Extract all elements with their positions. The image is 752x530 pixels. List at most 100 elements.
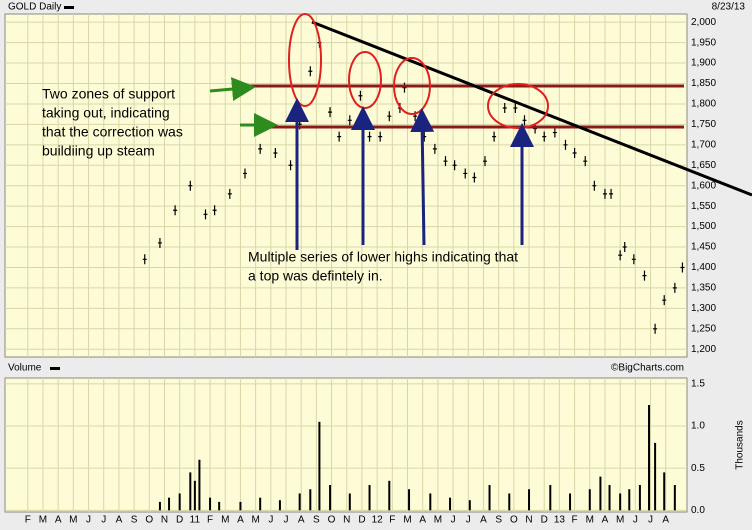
x-tick-label: D [176, 515, 183, 526]
price-bar [513, 103, 518, 114]
volume-title: Volume [8, 363, 42, 374]
x-tick-label: J [466, 515, 471, 526]
price-bar [672, 282, 677, 293]
x-tick-label: M [434, 515, 442, 526]
x-tick-label: F [389, 515, 395, 526]
y-tick-label: 1.5 [691, 379, 705, 390]
y-tick-label: 1,850 [691, 78, 716, 89]
x-tick-label: F [25, 515, 31, 526]
annotation-text: buildiing up steam [42, 143, 155, 159]
y-axis-label: Thousands [735, 420, 746, 469]
price-bar [542, 131, 547, 142]
price-bar [273, 147, 278, 158]
x-tick-label: A [237, 515, 244, 526]
trend-line [311, 20, 752, 197]
y-tick-label: 1.0 [691, 421, 705, 432]
price-bar [631, 254, 636, 265]
x-tick-label: A [419, 515, 426, 526]
price-bar [452, 160, 457, 171]
price-bar [583, 156, 588, 167]
x-tick-label: M [69, 515, 77, 526]
price-bar [212, 205, 217, 216]
x-tick-label: A [298, 515, 305, 526]
price-bar [188, 180, 193, 191]
y-tick-label: 1,450 [691, 242, 716, 253]
price-bar [492, 131, 497, 142]
price-bar [432, 143, 437, 154]
price-bar [328, 107, 333, 118]
price-bar [242, 168, 247, 179]
x-tick-label: O [145, 515, 153, 526]
price-bar [142, 254, 147, 265]
x-tick-label: J [648, 515, 653, 526]
x-tick-label: F [572, 515, 578, 526]
y-tick-label: 1,250 [691, 323, 716, 334]
x-tick-label: S [131, 515, 138, 526]
annotation-text: Two zones of support [42, 86, 175, 102]
price-bar [592, 180, 597, 191]
x-tick-label: J [451, 515, 456, 526]
price-bar [387, 111, 392, 122]
price-bar [337, 131, 342, 142]
price-bar [609, 188, 614, 199]
x-tick-label: M [616, 515, 624, 526]
x-tick-label: J [284, 515, 289, 526]
x-tick-label: 11 [190, 515, 201, 526]
price-bar [642, 270, 647, 281]
y-tick-label: 1,400 [691, 262, 716, 273]
price-bar [157, 237, 162, 248]
x-tick-label: J [268, 515, 273, 526]
y-tick-label: 1,500 [691, 221, 716, 232]
price-bar [203, 209, 208, 220]
x-tick-label: M [39, 515, 47, 526]
y-tick-label: 1,350 [691, 283, 716, 294]
y-tick-label: 1,800 [691, 99, 716, 110]
x-tick-label: S [495, 515, 502, 526]
x-tick-label: A [55, 515, 62, 526]
price-bar [173, 205, 178, 216]
date: 8/23/13 [712, 2, 746, 13]
x-tick-label: M [403, 515, 411, 526]
x-tick-label: M [586, 515, 594, 526]
price-bar [502, 103, 507, 114]
x-tick-label: A [116, 515, 123, 526]
price-bar [472, 172, 477, 183]
x-tick-label: M [251, 515, 259, 526]
price-bar [288, 160, 293, 171]
price-bar [602, 188, 607, 199]
plot-layer: 1,200 1,250 1,300 1,350 1,400 1,450 1,500 1,550… [5, 14, 716, 526]
x-tick-label: O [328, 515, 336, 526]
price-bar [563, 139, 568, 150]
annotation-text: a top was defintely in. [248, 268, 383, 284]
price-bar [367, 131, 372, 142]
y-tick-label: 1,300 [691, 303, 716, 314]
price-bar [258, 143, 263, 154]
x-tick-label: D [541, 515, 548, 526]
x-tick-label: A [662, 515, 669, 526]
price-bar [572, 147, 577, 158]
y-tick-label: 0.5 [691, 463, 705, 474]
symbol: GOLD Daily [8, 2, 61, 13]
x-tick-label: A [602, 515, 609, 526]
price-bar [680, 262, 685, 273]
annotations: Two zones of support taking out, indicat… [42, 13, 752, 284]
x-tick-label: N [161, 515, 168, 526]
price-bar [618, 250, 623, 261]
price-bar [463, 168, 468, 179]
x-tick-label: O [510, 515, 518, 526]
annotation-text: that the correction was [42, 124, 183, 140]
x-tick-label: A [480, 515, 487, 526]
annotation-text: Multiple series of lower highs indicatin… [248, 249, 518, 265]
x-tick-label: M [221, 515, 229, 526]
y-tick-label: 1,550 [691, 201, 716, 212]
price-bar [227, 188, 232, 199]
price-bar [482, 156, 487, 167]
price-bar [358, 90, 363, 101]
x-tick-label: J [86, 515, 91, 526]
y-tick-label: 1,750 [691, 119, 716, 130]
price-bar [378, 131, 383, 142]
arrow [410, 108, 435, 246]
price-bar [402, 82, 407, 93]
y-tick-label: 1,900 [691, 58, 716, 69]
